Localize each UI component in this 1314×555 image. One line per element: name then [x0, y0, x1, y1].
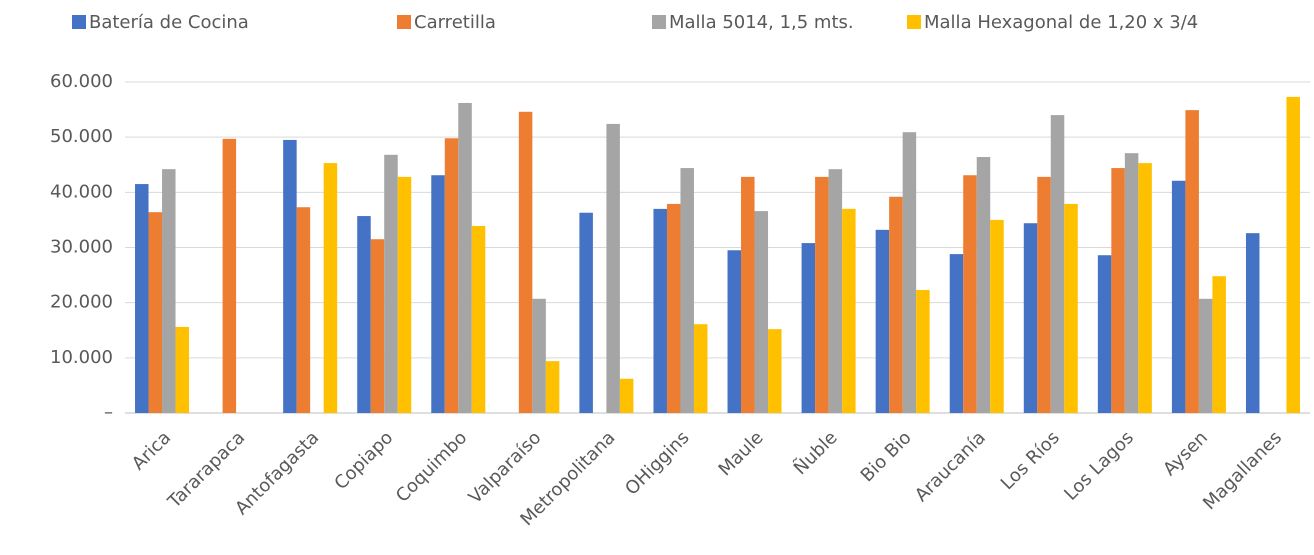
bar [397, 176, 412, 413]
x-tick-label: Arica [128, 427, 175, 474]
bar [842, 208, 856, 413]
y-tick-label: 30.000 [50, 237, 113, 258]
x-tick-label: Araucanía [911, 427, 990, 506]
bar [518, 111, 533, 413]
x-tick-label: Coquimbo [392, 427, 471, 506]
bar [1124, 153, 1139, 414]
bar [741, 176, 755, 413]
bar [619, 378, 634, 413]
bar [296, 207, 311, 413]
bar [875, 229, 890, 413]
y-tick-label: 40.000 [50, 181, 113, 202]
bar [828, 169, 843, 413]
x-tick-label: OHiggins [621, 427, 693, 499]
bar [976, 157, 991, 413]
x-tick-label: Los Ríos [997, 427, 1064, 494]
bar [754, 211, 769, 413]
bar [222, 138, 237, 414]
bar [384, 154, 398, 413]
bar [1286, 96, 1300, 414]
bar [727, 250, 742, 413]
bar [1245, 233, 1260, 413]
legend-label: Malla Hexagonal de 1,20 x 3/4 [924, 12, 1198, 33]
bar [801, 243, 816, 413]
bar [606, 123, 620, 413]
bar [357, 216, 371, 413]
bar [532, 298, 546, 413]
legend-swatch [397, 15, 411, 29]
bar [545, 361, 560, 413]
x-tick-label: Bio Bio [857, 427, 916, 486]
bar [1212, 276, 1226, 413]
y-tick-label: 10.000 [50, 347, 113, 368]
legend-swatch [72, 15, 86, 29]
bar [1064, 203, 1078, 413]
bar [902, 132, 917, 413]
bar [162, 169, 176, 413]
bar [175, 326, 190, 413]
bar [283, 139, 297, 414]
bar [444, 138, 459, 413]
bar [370, 239, 385, 413]
bar [1138, 163, 1152, 413]
legend-swatch [652, 15, 666, 29]
bar [1198, 298, 1213, 413]
x-tick-label: Copiapo [330, 427, 397, 494]
bar [990, 219, 1004, 413]
bar [471, 225, 486, 413]
bar [768, 329, 782, 413]
bar [815, 176, 829, 413]
bar [1050, 115, 1065, 413]
bar [693, 324, 708, 413]
bar [963, 175, 977, 413]
bar [323, 163, 338, 413]
y-tick-label: 20.000 [50, 292, 113, 313]
x-tick-label: Los Lagos [1060, 427, 1138, 505]
bar [1111, 168, 1125, 413]
bar [889, 196, 903, 413]
y-tick-label: 60.000 [50, 71, 113, 92]
bar [1097, 255, 1112, 413]
bar [1037, 176, 1051, 413]
bar [1171, 180, 1186, 413]
bar [148, 212, 163, 413]
bar [431, 175, 445, 413]
bar [1023, 223, 1038, 413]
y-tick-label: – [104, 402, 113, 423]
y-tick-label: 50.000 [50, 126, 113, 147]
bar [135, 184, 149, 413]
legend-label: Carretilla [414, 12, 496, 33]
legend-label: Malla 5014, 1,5 mts. [669, 12, 854, 33]
bar [666, 203, 681, 413]
x-tick-label: Aysen [1159, 427, 1212, 480]
bar [680, 168, 694, 413]
bar [579, 212, 593, 413]
bar [653, 208, 667, 413]
x-tick-label: Ñuble [789, 427, 842, 480]
x-tick-label: Valparaíso [465, 427, 546, 508]
legend-swatch [907, 15, 921, 29]
bar [1185, 110, 1199, 413]
x-tick-label: Magallanes [1199, 427, 1286, 514]
bar [916, 289, 930, 413]
bar [458, 102, 472, 414]
x-tick-label: Maule [715, 427, 768, 480]
legend-label: Batería de Cocina [89, 12, 249, 33]
bar [949, 254, 964, 413]
